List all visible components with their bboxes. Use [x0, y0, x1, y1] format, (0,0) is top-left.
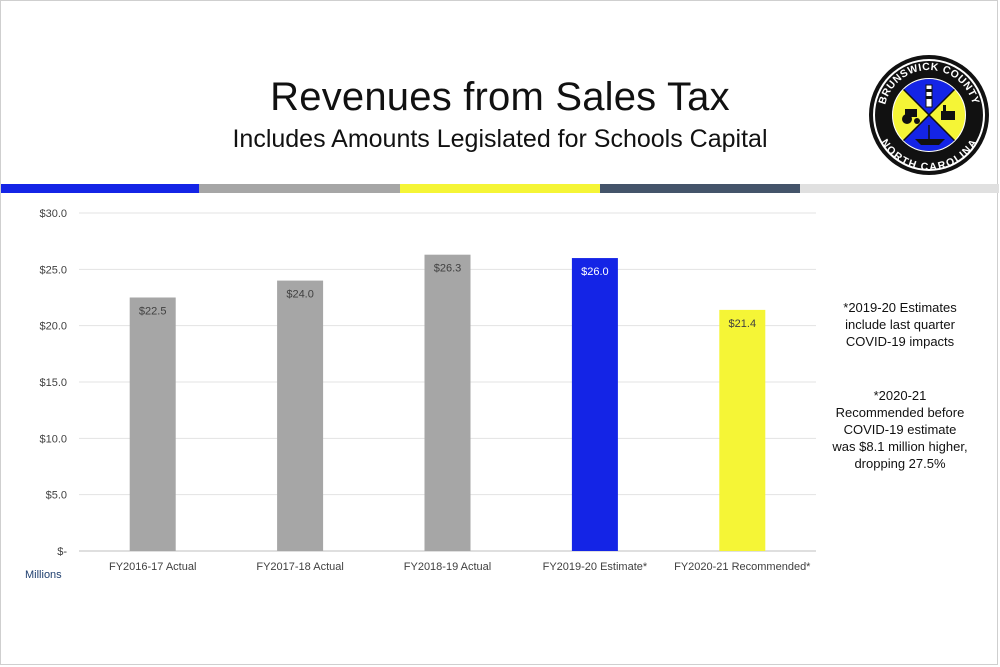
y-tick-label: $-	[57, 546, 67, 558]
y-tick-label: $20.0	[39, 321, 67, 333]
y-tick-label: $10.0	[39, 433, 67, 445]
y-tick-label: $5.0	[46, 490, 67, 502]
data-label: $26.0	[581, 266, 609, 278]
sales-tax-bar-chart: $- $5.0 $10.0 $15.0 $20.0 $25.0 $30.0 $22.5 FY20…	[39, 208, 816, 573]
data-label: $24.0	[286, 289, 314, 301]
bar	[424, 254, 471, 551]
stripe-segment-light	[800, 184, 999, 193]
x-tick-label: FY2018-19 Actual	[404, 561, 491, 573]
bar	[277, 280, 324, 551]
slide-title: Revenues from Sales Tax	[270, 75, 730, 119]
y-tick-label: $30.0	[39, 208, 67, 220]
note-2020-21: *2020-21 Recommended before COVID-19 est…	[831, 387, 969, 472]
stripe-segment-blue	[1, 184, 199, 193]
slide-subtitle: Includes Amounts Legislated for Schools …	[232, 125, 768, 153]
x-tick-label: FY2019-20 Estimate*	[543, 561, 648, 573]
stripe-segment-yellow	[400, 184, 600, 193]
data-label: $21.4	[729, 318, 757, 330]
note-2019-20: *2019-20 Estimates include last quarter …	[831, 299, 969, 350]
bar	[719, 309, 766, 551]
bar	[571, 258, 618, 551]
x-tick-label: FY2020-21 Recommended*	[674, 561, 811, 573]
stripe-segment-gray	[199, 184, 400, 193]
bar	[129, 297, 176, 551]
x-tick-label: FY2017-18 Actual	[256, 561, 343, 573]
note-2020-21-text: *2020-21 Recommended before COVID-19 est…	[832, 388, 968, 471]
x-tick-label: FY2016-17 Actual	[109, 561, 196, 573]
y-axis-unit-label: Millions	[25, 569, 62, 581]
y-tick-label: $25.0	[39, 264, 67, 276]
data-label: $26.3	[434, 263, 462, 275]
stripe-segment-slate	[600, 184, 800, 193]
brunswick-county-seal-logo: BRUNSWICK COUNTY NORTH CAROLINA	[869, 55, 989, 175]
note-2019-20-text: *2019-20 Estimates include last quarter …	[843, 300, 957, 349]
data-label: $22.5	[139, 306, 167, 318]
y-tick-label: $15.0	[39, 377, 67, 389]
